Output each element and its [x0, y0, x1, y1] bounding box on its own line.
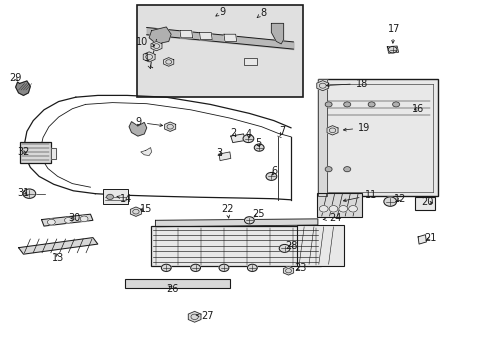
Text: 22: 22 [221, 204, 233, 218]
Text: 12: 12 [393, 194, 406, 204]
Polygon shape [224, 34, 236, 41]
Circle shape [47, 219, 55, 225]
Bar [20, 142, 51, 163]
Circle shape [254, 144, 264, 151]
Circle shape [383, 197, 396, 206]
Polygon shape [271, 23, 283, 44]
Circle shape [64, 217, 72, 223]
Text: 2: 2 [230, 128, 236, 138]
Text: 7: 7 [279, 126, 285, 136]
Circle shape [387, 46, 396, 53]
Circle shape [23, 189, 36, 198]
Text: 5: 5 [255, 138, 261, 148]
Text: 20: 20 [421, 197, 433, 207]
Text: 3: 3 [216, 148, 222, 158]
Circle shape [343, 102, 350, 107]
Text: 16: 16 [411, 104, 424, 114]
Polygon shape [143, 52, 155, 62]
Bar [414, 197, 434, 210]
Polygon shape [41, 214, 93, 226]
Polygon shape [199, 32, 212, 40]
Polygon shape [149, 27, 171, 44]
Text: 30: 30 [68, 213, 81, 223]
Circle shape [325, 167, 331, 172]
Circle shape [279, 244, 289, 252]
Text: 19: 19 [343, 123, 370, 133]
Circle shape [367, 102, 374, 107]
Bar [51, 148, 56, 159]
Circle shape [247, 264, 257, 271]
Text: 27: 27 [196, 311, 214, 321]
Circle shape [265, 172, 276, 180]
Bar [317, 79, 326, 196]
Bar [150, 226, 320, 266]
Bar [137, 5, 303, 97]
Text: 28: 28 [284, 240, 297, 251]
Text: 24: 24 [323, 213, 341, 223]
Polygon shape [180, 31, 192, 38]
Polygon shape [283, 266, 293, 275]
Polygon shape [417, 235, 426, 244]
Polygon shape [129, 122, 146, 136]
Bar [317, 79, 326, 196]
Circle shape [161, 264, 171, 271]
Text: 21: 21 [423, 233, 436, 243]
Circle shape [328, 206, 337, 212]
Polygon shape [19, 238, 98, 254]
Bar [102, 189, 128, 204]
Text: 29: 29 [9, 73, 22, 84]
Text: 15: 15 [139, 204, 152, 214]
Polygon shape [155, 219, 317, 227]
Text: 23: 23 [294, 263, 306, 273]
Bar [51, 148, 56, 159]
Text: 9: 9 [215, 6, 225, 17]
Polygon shape [219, 152, 230, 161]
Polygon shape [151, 41, 162, 51]
Text: 10: 10 [135, 37, 154, 48]
Text: 32: 32 [17, 147, 30, 157]
Circle shape [106, 194, 113, 199]
Polygon shape [163, 58, 173, 66]
Text: 11: 11 [343, 190, 376, 202]
Text: 14: 14 [117, 194, 132, 204]
Circle shape [80, 216, 88, 222]
Bar [244, 58, 256, 65]
Circle shape [244, 217, 254, 224]
Circle shape [319, 206, 327, 212]
Polygon shape [230, 134, 245, 143]
Circle shape [338, 206, 347, 212]
Text: 6: 6 [271, 166, 277, 176]
Bar [124, 279, 229, 288]
Bar [297, 225, 343, 266]
Circle shape [243, 135, 253, 143]
Circle shape [343, 167, 350, 172]
Text: 18: 18 [325, 78, 367, 89]
Text: 8: 8 [257, 8, 265, 18]
Text: 4: 4 [245, 129, 251, 139]
Bar [317, 79, 437, 196]
Polygon shape [164, 122, 175, 131]
Circle shape [190, 264, 200, 271]
Text: 25: 25 [251, 209, 264, 219]
Circle shape [348, 206, 357, 212]
Polygon shape [16, 81, 30, 95]
Text: 9: 9 [136, 117, 163, 127]
Polygon shape [188, 311, 201, 322]
Polygon shape [326, 126, 337, 135]
Polygon shape [386, 46, 398, 53]
Polygon shape [130, 207, 141, 216]
Text: 26: 26 [165, 284, 178, 294]
Text: 17: 17 [386, 24, 399, 43]
Polygon shape [141, 148, 151, 156]
Text: 13: 13 [51, 253, 64, 263]
Polygon shape [316, 81, 328, 91]
Text: 31: 31 [17, 188, 30, 198]
Text: 1: 1 [143, 53, 150, 68]
Circle shape [219, 264, 228, 271]
Circle shape [325, 102, 331, 107]
Bar [244, 58, 256, 65]
Circle shape [392, 102, 399, 107]
Bar [316, 193, 361, 217]
